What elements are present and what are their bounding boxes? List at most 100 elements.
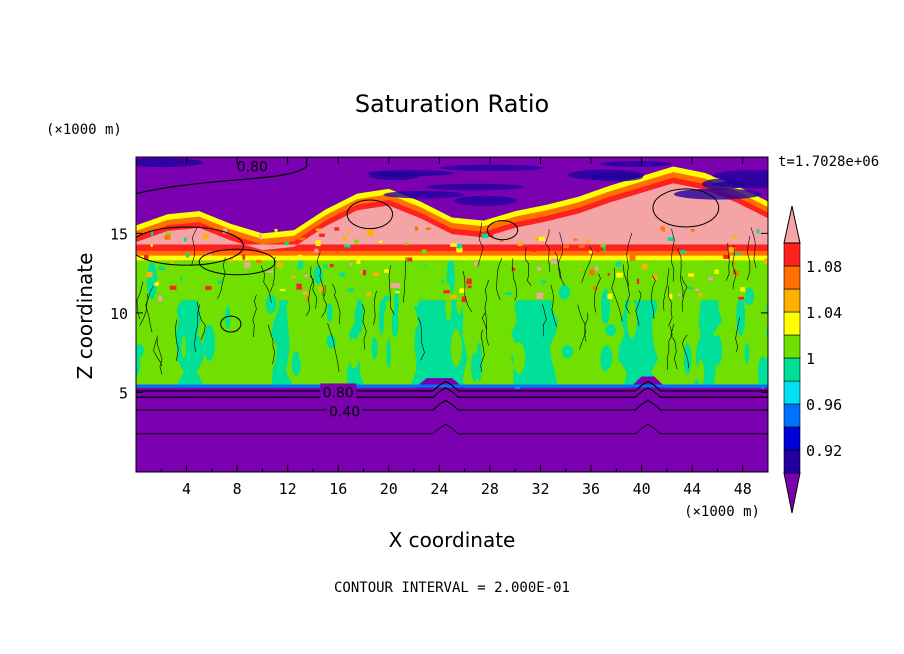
speckle [678, 267, 683, 271]
speckle [143, 254, 149, 260]
streak [697, 359, 705, 386]
speckle [415, 226, 419, 231]
speckle [562, 245, 569, 249]
speckle [395, 291, 400, 294]
streak [488, 356, 498, 371]
speckle [461, 296, 466, 303]
colorbar-box [783, 265, 801, 290]
speckle [323, 264, 328, 269]
speckle [596, 249, 600, 253]
speckle [615, 261, 622, 267]
speckle [450, 268, 453, 273]
contour-blob [652, 188, 720, 228]
streak [181, 335, 186, 359]
contour-squiggle [732, 244, 737, 290]
contour-squiggle [577, 304, 587, 342]
speckle [158, 266, 165, 271]
streak [309, 358, 317, 386]
speckle [680, 250, 686, 254]
speckle [443, 290, 451, 294]
streak [600, 345, 613, 370]
speckle [690, 228, 695, 232]
speckle [557, 244, 564, 249]
contour-label: 0.80 [323, 385, 354, 401]
speckle [362, 269, 367, 276]
strat-streak [711, 180, 768, 189]
speckle [687, 286, 694, 290]
x-tick-label: 20 [380, 480, 398, 498]
streak [736, 296, 746, 336]
speckle [738, 296, 744, 300]
streak [558, 285, 571, 300]
streak [192, 331, 200, 367]
contour-label: 0.80 [237, 160, 268, 176]
speckle [169, 285, 177, 290]
strat-streak [136, 157, 204, 168]
streak [371, 337, 378, 360]
speckle [298, 237, 306, 241]
contour-lines [136, 157, 768, 435]
y-axis-label: Z coordinate [73, 253, 97, 380]
streak [595, 329, 603, 357]
streak [536, 357, 545, 377]
speckle [450, 243, 458, 247]
colorbar-label: 1 [806, 350, 815, 368]
x-tick-label: 12 [279, 480, 297, 498]
x-tick-label: 48 [734, 480, 752, 498]
contour-squiggle [267, 324, 276, 365]
speckle [373, 272, 380, 277]
streak [527, 299, 534, 324]
streak [362, 322, 371, 336]
contour-interval-footer: CONTOUR INTERVAL = 2.000E-01 [334, 580, 570, 596]
speckle [517, 241, 523, 247]
streak [326, 334, 336, 349]
streak [445, 283, 452, 322]
speckle [641, 263, 648, 270]
speckle [366, 285, 369, 291]
speckle [588, 250, 594, 254]
speckle [677, 293, 682, 297]
streak [605, 324, 617, 337]
speckle [256, 259, 262, 264]
speckle [266, 270, 274, 273]
streak [313, 265, 323, 285]
speckle [734, 252, 742, 255]
contour-squiggle [545, 228, 551, 272]
strat-streak [383, 190, 465, 199]
speckle [390, 282, 394, 288]
speckle [728, 247, 736, 253]
speckle [733, 269, 736, 275]
speckle [329, 263, 334, 268]
streak [405, 295, 415, 318]
strat-streak [600, 161, 672, 168]
speckle [366, 292, 371, 297]
speckle [242, 254, 246, 260]
contour-labels: 0.80 0.80 0.40 [234, 157, 363, 421]
speckle [204, 253, 212, 257]
speckle [366, 229, 374, 236]
contour-squiggle [512, 258, 518, 301]
contour-label-bg [320, 383, 357, 400]
streak [391, 308, 399, 338]
speckle [344, 244, 351, 248]
colorbar-box [783, 380, 801, 405]
x-tick-label: 28 [481, 480, 499, 498]
contour-squiggle [156, 338, 163, 375]
x-tick-label: 32 [531, 480, 549, 498]
speckle [393, 283, 401, 288]
streak [414, 326, 421, 348]
contour-squiggle [622, 264, 630, 314]
speckle [378, 240, 383, 243]
streak [571, 316, 583, 350]
streak [539, 315, 549, 344]
contour-squiggle [388, 265, 395, 316]
contour-squiggle [554, 251, 565, 286]
colorbar-label: 1.04 [806, 304, 842, 322]
streak [136, 344, 145, 357]
strat-streak [427, 183, 523, 191]
speckle [695, 288, 699, 291]
speckle [304, 274, 309, 278]
speckle [157, 273, 161, 280]
colorbar-label: 1.08 [806, 258, 842, 276]
speckle [456, 243, 463, 249]
